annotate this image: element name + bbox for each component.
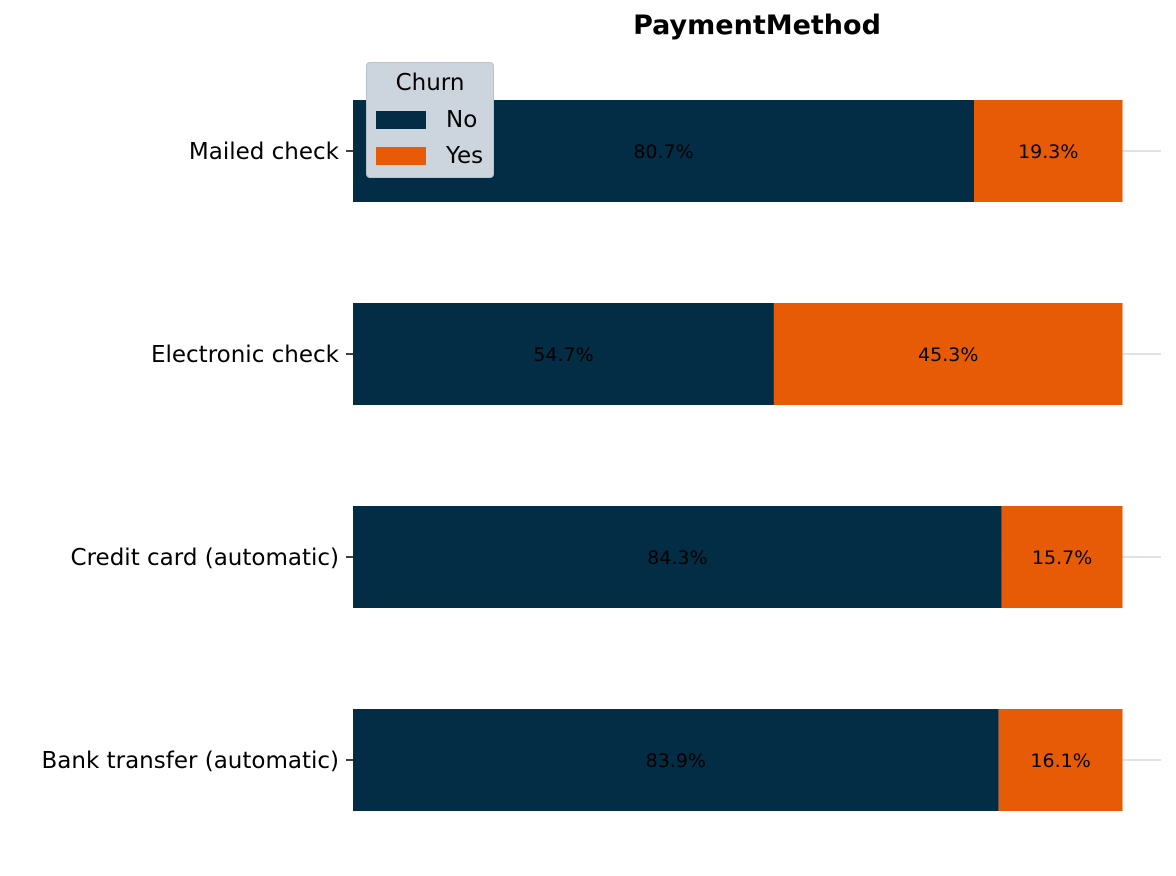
data-label: 45.3% [918,344,978,366]
y-tick-label: Bank transfer (automatic) [42,748,339,774]
legend-label-yes: Yes [446,143,484,169]
legend-swatch-yes [376,147,426,165]
gridlines [353,150,1161,761]
data-label: 84.3% [647,547,707,569]
data-label: 83.9% [646,750,706,772]
bar-no [353,506,1002,608]
legend-swatch-no [376,111,426,129]
y-axis: Mailed check Electronic check Credit card … [42,139,353,774]
data-label: 19.3% [1018,141,1078,163]
y-tick-label: Credit card (automatic) [71,545,339,571]
legend-item-no: No [376,106,477,134]
data-label: 16.1% [1030,750,1090,772]
legend: Churn No Yes [366,62,494,178]
bar-yes [773,303,1123,405]
data-label: 15.7% [1032,547,1092,569]
bar-no [353,709,999,811]
bar-yes [974,100,1123,202]
legend-label-no: No [446,107,478,133]
bars [353,100,1123,811]
bar-no [353,303,774,405]
bar-yes [998,709,1123,811]
data-label: 54.7% [533,344,593,366]
data-labels: 80.7% 19.3% 54.7% 45.3% 84.3% 15.7% 83.9% 16.1% [533,141,1092,772]
y-tick-label: Electronic check [151,342,340,368]
data-label: 80.7% [633,141,693,163]
legend-item-yes: Yes [376,142,483,170]
bar-yes [1001,506,1123,608]
chart-title: PaymentMethod [633,10,881,41]
y-tick-label: Mailed check [189,139,340,165]
legend-title: Churn [395,70,465,96]
